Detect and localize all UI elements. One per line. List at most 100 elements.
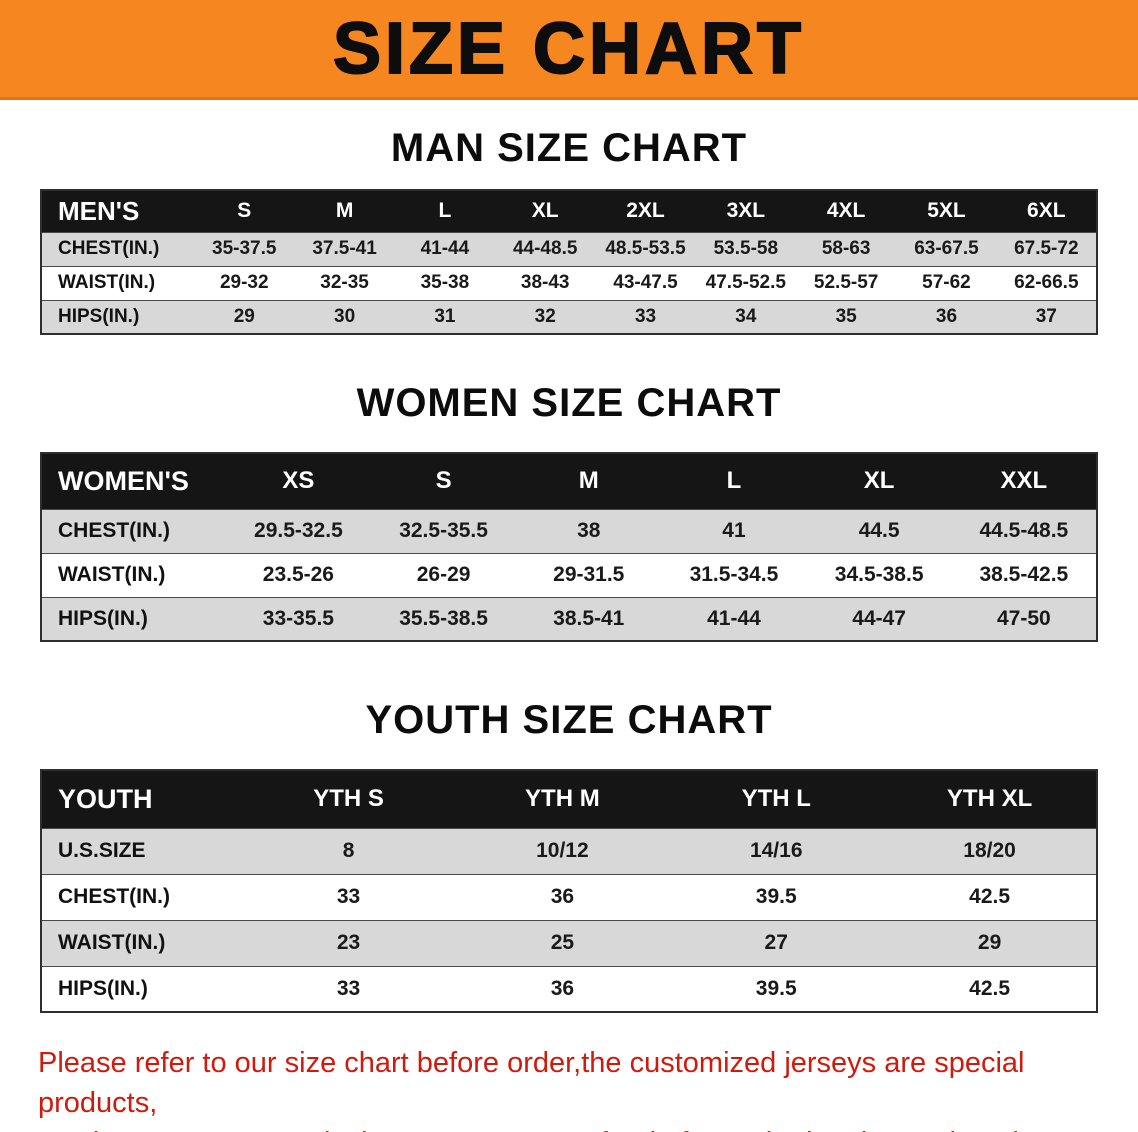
table-row: WAIST(IN.) 23 25 27 29 — [41, 920, 1097, 966]
footer-notice: Please refer to our size chart before or… — [0, 1043, 1138, 1132]
row-label: U.S.SIZE — [58, 839, 146, 862]
data-cell: 39.5 — [755, 885, 797, 908]
data-cell: 27 — [764, 931, 788, 954]
youth-size-table: YOUTH YTH S YTH M YTH L YTH XL U.S.SIZE 8 10/12… — [40, 769, 1098, 1013]
notice-line-1: Please refer to our size chart before or… — [38, 1047, 1025, 1120]
data-cell: 62-66.5 — [1014, 272, 1079, 293]
page-title: SIZE CHART — [332, 8, 805, 90]
size-column-header: XL — [806, 453, 952, 509]
data-cell: 35-37.5 — [212, 238, 277, 259]
data-cell: 33 — [336, 885, 361, 908]
table-row: CHEST(IN.) 29.5-32.5 32.5-35.5 38 41 44.5 44.5… — [41, 509, 1097, 553]
data-cell: 38-43 — [520, 272, 570, 293]
row-label: WAIST(IN.) — [58, 563, 166, 586]
size-column-header: M — [294, 190, 395, 232]
data-cell: 57-62 — [922, 272, 971, 293]
table-row: HIPS(IN.) 29 30 31 32 33 34 35 36 37 — [41, 300, 1097, 334]
size-column-header: L — [394, 190, 496, 232]
data-cell: 41-44 — [707, 606, 761, 630]
data-cell: 35-38 — [420, 272, 470, 293]
data-cell: 37 — [1035, 305, 1057, 327]
data-cell: 33-35.5 — [262, 606, 334, 630]
data-cell: 29 — [233, 305, 255, 327]
size-column-header: XXL — [951, 453, 1097, 509]
data-cell: 48.5-53.5 — [605, 238, 686, 259]
data-cell: 44-48.5 — [512, 238, 578, 259]
data-cell: 36 — [550, 976, 575, 1000]
data-cell: 29-31.5 — [553, 563, 625, 586]
data-cell: 53.5-58 — [713, 238, 779, 259]
table-header-row: MEN'S S M L XL 2XL 3XL 4XL 5XL 6XL — [41, 190, 1097, 232]
size-column-header: XL — [495, 190, 596, 232]
data-cell: 35.5-38.5 — [399, 606, 488, 630]
table-category-header: YOUTH — [41, 770, 242, 828]
men-section-title: MAN SIZE CHART — [390, 126, 748, 170]
table-header-row: YOUTH YTH S YTH M YTH L YTH XL — [41, 770, 1097, 828]
row-label: CHEST(IN.) — [58, 885, 170, 908]
data-cell: 36 — [935, 305, 958, 327]
size-column-header: YTH XL — [883, 770, 1097, 828]
youth-section-title: YOUTH SIZE CHART — [365, 698, 773, 742]
row-label: CHEST(IN.) — [58, 238, 160, 259]
data-cell: 47.5-52.5 — [705, 272, 786, 293]
data-cell: 31.5-34.5 — [689, 563, 779, 586]
row-label: WAIST(IN.) — [58, 931, 166, 954]
data-cell: 67.5-72 — [1014, 238, 1079, 259]
size-column-header: 2XL — [595, 190, 696, 232]
data-cell: 14/16 — [749, 839, 803, 862]
data-cell: 10/12 — [536, 839, 589, 862]
size-column-header: S — [194, 190, 295, 232]
table-row: HIPS(IN.) 33-35.5 35.5-38.5 38.5-41 41-44 44-… — [41, 597, 1097, 641]
row-label: HIPS(IN.) — [58, 305, 140, 327]
row-label: WAIST(IN.) — [58, 272, 156, 293]
data-cell: 29-32 — [219, 272, 269, 293]
data-cell: 44.5 — [858, 519, 900, 542]
size-column-header: YTH L — [669, 770, 884, 828]
data-cell: 26-29 — [416, 563, 471, 586]
row-label: CHEST(IN.) — [58, 519, 170, 542]
data-cell: 41 — [722, 519, 746, 542]
size-column-header: 6XL — [996, 190, 1097, 232]
data-cell: 47-50 — [997, 606, 1051, 630]
size-column-header: XS — [225, 453, 371, 509]
size-column-header: YTH M — [455, 770, 670, 828]
data-cell: 18/20 — [963, 839, 1016, 862]
data-cell: 52.5-57 — [813, 272, 879, 293]
data-cell: 29.5-32.5 — [254, 519, 343, 542]
data-cell: 23.5-26 — [262, 563, 334, 586]
table-row: WAIST(IN.) 29-32 32-35 35-38 38-43 43-47.5 47.… — [41, 266, 1097, 300]
data-cell: 34.5-38.5 — [834, 563, 924, 586]
size-column-header: 5XL — [896, 190, 997, 232]
table-header-row: WOMEN'S XS S M L XL XXL — [41, 453, 1097, 509]
size-column-header: M — [516, 453, 662, 509]
table-row: WAIST(IN.) 23.5-26 26-29 29-31.5 31.5-34.5 34… — [41, 553, 1097, 597]
row-label: HIPS(IN.) — [58, 976, 148, 1000]
data-cell: 39.5 — [755, 976, 797, 1000]
size-column-header: YTH S — [241, 770, 456, 828]
data-cell: 44.5-48.5 — [979, 519, 1069, 542]
table-row: CHEST(IN.) 33 36 39.5 42.5 — [41, 874, 1097, 920]
data-cell: 38.5-42.5 — [979, 563, 1069, 586]
data-cell: 29 — [977, 931, 1002, 954]
data-cell: 38 — [577, 519, 601, 542]
data-cell: 37.5-41 — [312, 238, 377, 259]
data-cell: 23 — [336, 931, 361, 954]
data-cell: 58-63 — [821, 238, 871, 259]
data-cell: 34 — [735, 305, 757, 327]
men-size-table: MEN'S S M L XL 2XL 3XL 4XL 5XL 6XL CHEST(IN.) 35-37… — [40, 189, 1098, 335]
men-size-section: MAN SIZE CHART MEN'S S M L XL 2XL 3XL 4XL 5XL 6XL… — [0, 126, 1138, 335]
data-cell: 32 — [534, 305, 556, 327]
table-category-header: MEN'S — [41, 190, 195, 232]
data-cell: 30 — [334, 305, 356, 327]
data-cell: 31 — [434, 305, 456, 327]
notice-line-2: we don't accept cancel, change, teturn o… — [38, 1123, 1100, 1132]
data-cell: 36 — [550, 885, 575, 908]
women-size-table: WOMEN'S XS S M L XL XXL CHEST(IN.) 29.5-32.5 32.5… — [40, 452, 1098, 642]
table-row: U.S.SIZE 8 10/12 14/16 18/20 — [41, 828, 1097, 874]
size-column-header: S — [370, 453, 517, 509]
data-cell: 32-35 — [320, 272, 369, 293]
banner: SIZE CHART — [0, 0, 1138, 100]
table-row: CHEST(IN.) 35-37.5 37.5-41 41-44 44-48.5 48.5… — [41, 232, 1097, 266]
row-label: HIPS(IN.) — [58, 606, 148, 630]
